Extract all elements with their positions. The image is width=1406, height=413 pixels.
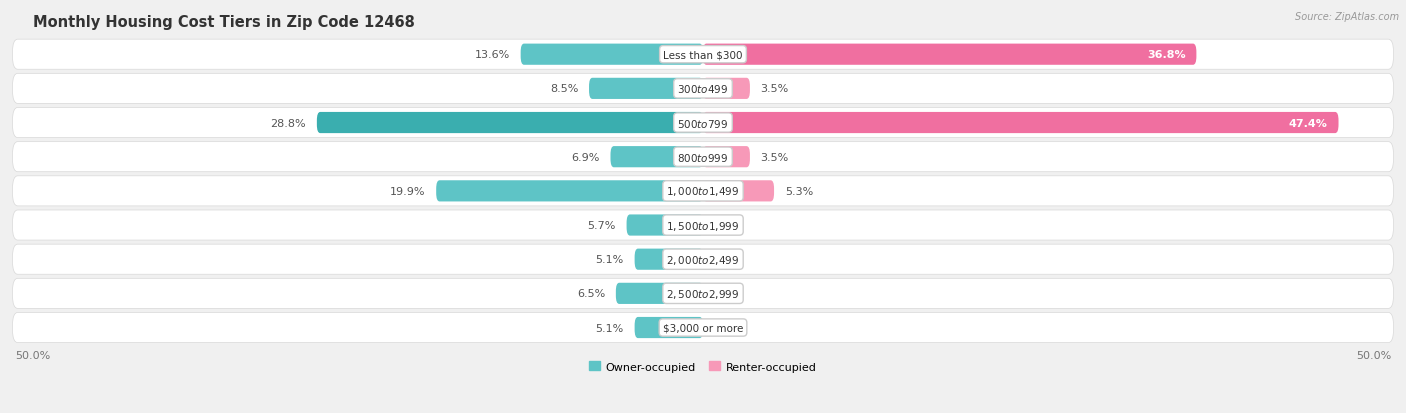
Text: 5.1%: 5.1% [596, 323, 624, 333]
Text: 6.9%: 6.9% [571, 152, 600, 162]
Text: 0.0%: 0.0% [714, 221, 742, 230]
FancyBboxPatch shape [610, 147, 703, 168]
Text: 0.0%: 0.0% [714, 289, 742, 299]
FancyBboxPatch shape [13, 40, 1393, 70]
Text: 47.4%: 47.4% [1289, 118, 1327, 128]
FancyBboxPatch shape [13, 279, 1393, 309]
Text: Source: ZipAtlas.com: Source: ZipAtlas.com [1295, 12, 1399, 22]
Text: 6.5%: 6.5% [576, 289, 605, 299]
FancyBboxPatch shape [634, 249, 703, 270]
FancyBboxPatch shape [13, 313, 1393, 343]
Text: $1,000 to $1,499: $1,000 to $1,499 [666, 185, 740, 198]
Text: 13.6%: 13.6% [475, 50, 510, 60]
Text: 28.8%: 28.8% [270, 118, 307, 128]
FancyBboxPatch shape [316, 113, 703, 134]
FancyBboxPatch shape [634, 317, 703, 338]
Text: 5.7%: 5.7% [588, 221, 616, 230]
Text: 5.3%: 5.3% [785, 186, 813, 196]
FancyBboxPatch shape [703, 78, 749, 100]
FancyBboxPatch shape [436, 181, 703, 202]
Text: $2,500 to $2,999: $2,500 to $2,999 [666, 287, 740, 300]
Text: 3.5%: 3.5% [761, 84, 789, 94]
Text: $500 to $799: $500 to $799 [678, 117, 728, 129]
FancyBboxPatch shape [616, 283, 703, 304]
FancyBboxPatch shape [703, 147, 749, 168]
Text: $3,000 or more: $3,000 or more [662, 323, 744, 333]
Text: 0.0%: 0.0% [714, 254, 742, 265]
Text: 3.5%: 3.5% [761, 152, 789, 162]
Text: $1,500 to $1,999: $1,500 to $1,999 [666, 219, 740, 232]
Text: 5.1%: 5.1% [596, 254, 624, 265]
Text: $2,000 to $2,499: $2,000 to $2,499 [666, 253, 740, 266]
FancyBboxPatch shape [13, 108, 1393, 138]
Text: 36.8%: 36.8% [1147, 50, 1185, 60]
Text: 19.9%: 19.9% [389, 186, 426, 196]
Text: Monthly Housing Cost Tiers in Zip Code 12468: Monthly Housing Cost Tiers in Zip Code 1… [32, 15, 415, 30]
FancyBboxPatch shape [13, 176, 1393, 206]
FancyBboxPatch shape [589, 78, 703, 100]
FancyBboxPatch shape [13, 142, 1393, 172]
Text: 8.5%: 8.5% [550, 84, 578, 94]
FancyBboxPatch shape [13, 74, 1393, 104]
FancyBboxPatch shape [627, 215, 703, 236]
FancyBboxPatch shape [520, 45, 703, 66]
FancyBboxPatch shape [703, 113, 1339, 134]
FancyBboxPatch shape [703, 181, 775, 202]
Text: $300 to $499: $300 to $499 [678, 83, 728, 95]
FancyBboxPatch shape [13, 211, 1393, 240]
Text: Less than $300: Less than $300 [664, 50, 742, 60]
Text: 0.0%: 0.0% [714, 323, 742, 333]
Legend: Owner-occupied, Renter-occupied: Owner-occupied, Renter-occupied [585, 357, 821, 376]
Text: $800 to $999: $800 to $999 [678, 151, 728, 163]
FancyBboxPatch shape [703, 45, 1197, 66]
FancyBboxPatch shape [13, 244, 1393, 275]
